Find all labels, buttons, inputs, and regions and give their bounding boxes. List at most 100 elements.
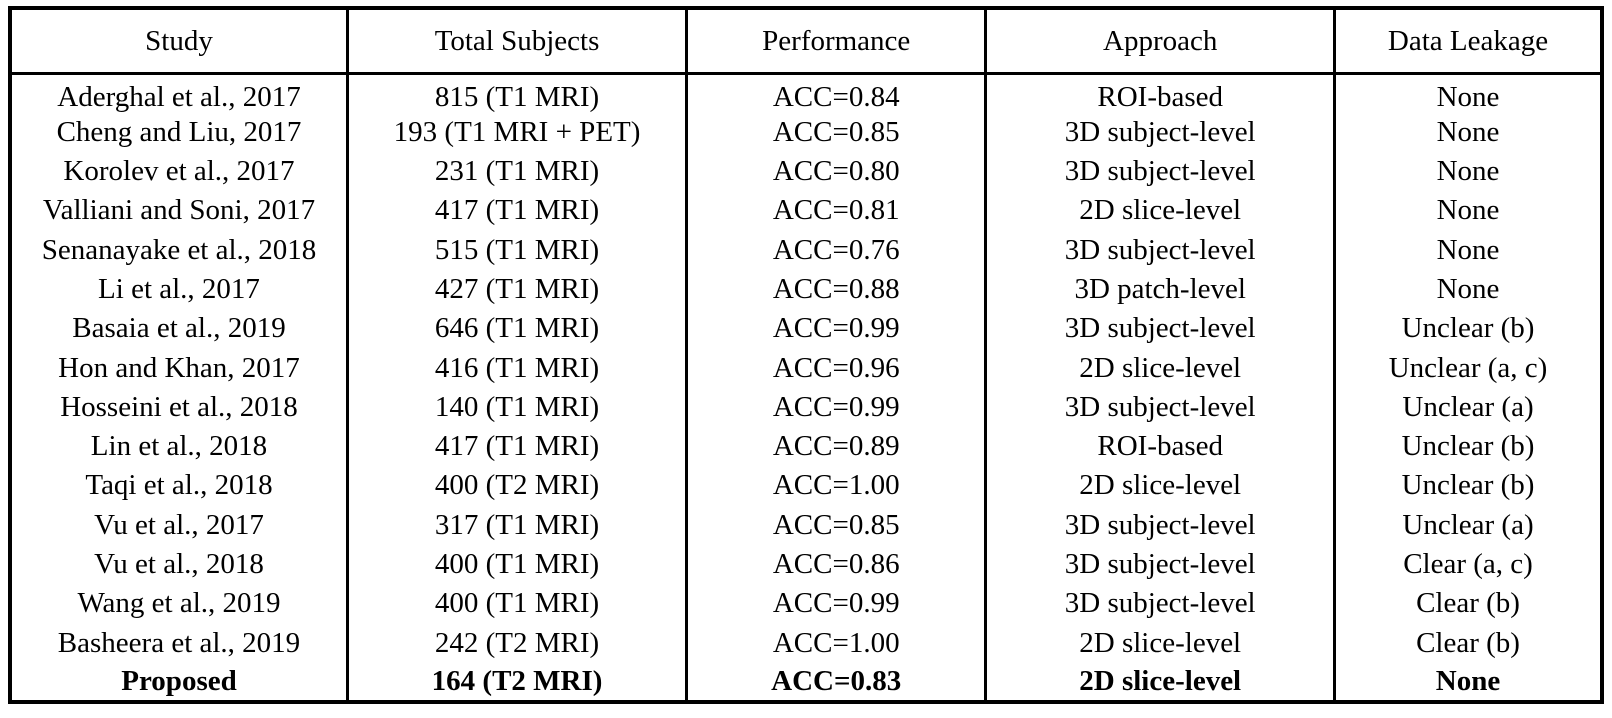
table-row: Hosseini et al., 2018 140 (T1 MRI) ACC=0.9… <box>10 387 1602 428</box>
cell-approach: 3D subject-level <box>984 230 1335 270</box>
cell-total-subjects: 417 (T1 MRI) <box>345 191 687 231</box>
cell-data-leakage: None <box>1333 152 1602 192</box>
table-row: Taqi et al., 2018 400 (T2 MRI) ACC=1.00 2D … <box>10 466 1602 506</box>
table-row: Vu et al., 2017 317 (T1 MRI) ACC=0.85 3D su… <box>10 505 1602 545</box>
column-header-performance: Performance <box>685 8 986 75</box>
cell-performance: ACC=1.00 <box>685 623 986 663</box>
cell-performance: ACC=0.89 <box>685 427 986 467</box>
cell-approach: 3D subject-level <box>984 112 1335 153</box>
cell-study: Lin et al., 2018 <box>90 430 268 463</box>
cell-study: Taqi et al., 2018 <box>85 469 273 502</box>
cell-data-leakage: None <box>1333 230 1602 270</box>
table-body: Aderghal et al., 2017 815 (T1 MRI) ACC=0.8… <box>10 73 1602 702</box>
cell-approach: 3D subject-level <box>984 584 1335 624</box>
cell-performance: ACC=0.81 <box>685 191 986 231</box>
cell-data-leakage: None <box>1333 269 1602 310</box>
cell-total-subjects: 417 (T1 MRI) <box>345 427 687 467</box>
cell-performance: ACC=0.83 <box>685 662 986 702</box>
cell-performance: ACC=0.86 <box>685 544 986 585</box>
cell-study: Wang et al., 2019 <box>77 587 281 620</box>
cell-total-subjects: 646 (T1 MRI) <box>345 309 687 349</box>
table-row: Cheng and Liu, 2017 193 (T1 MRI + PET) ACC… <box>10 112 1602 153</box>
cell-approach: 2D slice-level <box>984 623 1335 663</box>
cell-data-leakage: Clear (a, c) <box>1333 544 1602 585</box>
cell-data-leakage: Clear (b) <box>1333 584 1602 624</box>
cell-total-subjects: 400 (T2 MRI) <box>345 466 687 506</box>
cell-approach: 2D slice-level <box>984 348 1335 388</box>
column-header-study: Study <box>10 8 348 75</box>
cell-study: Vu et al., 2017 <box>94 508 264 541</box>
cell-approach: 2D slice-level <box>984 662 1335 702</box>
cell-data-leakage: Unclear (a, c) <box>1333 348 1602 388</box>
cell-study: Hosseini et al., 2018 <box>60 390 298 423</box>
cell-approach: ROI-based <box>984 73 1335 113</box>
cell-data-leakage: Unclear (a) <box>1333 387 1602 428</box>
cell-study: Cheng and Liu, 2017 <box>56 115 302 148</box>
cell-approach: 3D subject-level <box>984 544 1335 585</box>
cell-total-subjects: 317 (T1 MRI) <box>345 505 687 545</box>
cell-study: Senanayake et al., 2018 <box>41 233 317 266</box>
cell-approach: ROI-based <box>984 427 1335 467</box>
cell-total-subjects: 400 (T1 MRI) <box>345 584 687 624</box>
cell-performance: ACC=0.80 <box>685 152 986 192</box>
table-row: Wang et al., 2019 400 (T1 MRI) ACC=0.99 3D … <box>10 584 1602 624</box>
table-header: Study Total Subjects Performance Approac… <box>10 8 1602 75</box>
cell-performance: ACC=0.88 <box>685 269 986 310</box>
cell-performance: ACC=0.85 <box>685 505 986 545</box>
cell-study: Hon and Khan, 2017 <box>58 351 300 384</box>
cell-total-subjects: 815 (T1 MRI) <box>345 73 687 113</box>
cell-data-leakage: None <box>1333 191 1602 231</box>
cell-performance: ACC=1.00 <box>685 466 986 506</box>
cell-study: Proposed <box>121 664 237 697</box>
cell-data-leakage: Unclear (b) <box>1333 309 1602 349</box>
cell-total-subjects: 427 (T1 MRI) <box>345 269 687 310</box>
cell-data-leakage: Unclear (b) <box>1333 466 1602 506</box>
cell-approach: 3D subject-level <box>984 152 1335 192</box>
cell-performance: ACC=0.76 <box>685 230 986 270</box>
table-row: Lin et al., 2018 417 (T1 MRI) ACC=0.89 ROI-… <box>10 427 1602 467</box>
cell-approach: 3D patch-level <box>984 269 1335 310</box>
cell-total-subjects: 231 (T1 MRI) <box>345 152 687 192</box>
cell-total-subjects: 416 (T1 MRI) <box>345 348 687 388</box>
table-row: Basaia et al., 2019 646 (T1 MRI) ACC=0.99 3… <box>10 309 1602 349</box>
cell-performance: ACC=0.84 <box>685 73 986 113</box>
table-row: Li et al., 2017 427 (T1 MRI) ACC=0.88 3D pa… <box>10 269 1602 310</box>
cell-study: Aderghal et al., 2017 <box>57 81 301 113</box>
cell-data-leakage: Clear (b) <box>1333 623 1602 663</box>
cell-total-subjects: 164 (T2 MRI) <box>345 662 687 702</box>
study-comparison-table: Study Total Subjects Performance Approac… <box>8 6 1604 704</box>
table-row: Senanayake et al., 2018 515 (T1 MRI) ACC=0… <box>10 230 1602 270</box>
cell-total-subjects: 400 (T1 MRI) <box>345 544 687 585</box>
cell-approach: 3D subject-level <box>984 505 1335 545</box>
cell-performance: ACC=0.99 <box>685 309 986 349</box>
cell-performance: ACC=0.85 <box>685 112 986 153</box>
cell-performance: ACC=0.96 <box>685 348 986 388</box>
column-header-approach: Approach <box>984 8 1335 75</box>
cell-total-subjects: 242 (T2 MRI) <box>345 623 687 663</box>
cell-study: Li et al., 2017 <box>98 273 260 306</box>
table-row: Aderghal et al., 2017 815 (T1 MRI) ACC=0.8… <box>10 73 1602 113</box>
cell-study: Basaia et al., 2019 <box>72 312 286 345</box>
table-row: Basheera et al., 2019 242 (T2 MRI) ACC=1.0… <box>10 623 1602 663</box>
cell-total-subjects: 193 (T1 MRI + PET) <box>345 112 687 153</box>
cell-performance: ACC=0.99 <box>685 387 986 428</box>
cell-study: Vu et al., 2018 <box>94 548 264 581</box>
table-row: Korolev et al., 2017 231 (T1 MRI) ACC=0.80… <box>10 152 1602 192</box>
cell-study: Valliani and Soni, 2017 <box>42 194 316 227</box>
cell-approach: 2D slice-level <box>984 466 1335 506</box>
header-row: Study Total Subjects Performance Approac… <box>10 8 1602 75</box>
table-row: Proposed 164 (T2 MRI) ACC=0.83 2D slice-lev… <box>10 662 1602 702</box>
cell-data-leakage: Unclear (a) <box>1333 505 1602 545</box>
cell-total-subjects: 140 (T1 MRI) <box>345 387 687 428</box>
cell-data-leakage: None <box>1333 112 1602 153</box>
cell-total-subjects: 515 (T1 MRI) <box>345 230 687 270</box>
cell-data-leakage: None <box>1333 662 1602 702</box>
cell-performance: ACC=0.99 <box>685 584 986 624</box>
cell-study: Korolev et al., 2017 <box>63 155 295 188</box>
table-row: Valliani and Soni, 2017 417 (T1 MRI) ACC=0… <box>10 191 1602 231</box>
table-row: Vu et al., 2018 400 (T1 MRI) ACC=0.86 3D su… <box>10 544 1602 585</box>
cell-approach: 3D subject-level <box>984 387 1335 428</box>
table-row: Hon and Khan, 2017 416 (T1 MRI) ACC=0.96 2D… <box>10 348 1602 388</box>
cell-approach: 2D slice-level <box>984 191 1335 231</box>
cell-approach: 3D subject-level <box>984 309 1335 349</box>
